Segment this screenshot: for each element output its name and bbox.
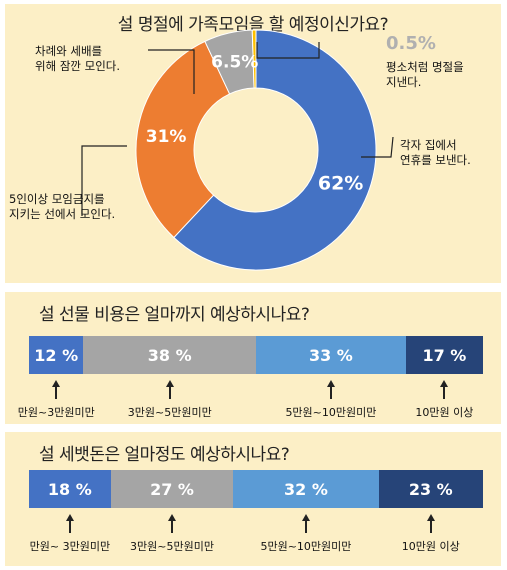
label-line: 연휴를 보낸다. [400, 153, 471, 167]
bar-category-label: 3만원~5만원미만 [130, 540, 214, 553]
label-line: 각자 집에서 [400, 138, 457, 152]
bar-category-label: 10만원 이상 [401, 540, 460, 553]
donut-value-label: 62% [318, 172, 363, 194]
gift-cost-panel: 설 선물 비용은 얼마까지 예상하시나요? 12 % 38 % 33 % 17 % 만… [5, 292, 501, 424]
bar-category-label: 3만원~5만원미만 [127, 406, 212, 419]
label-line: 5인이상 모임금지를 [9, 192, 105, 206]
donut-panel: 설 명절에 가족모임을 할 예정이신가요? 62% 31% 6.5% 차례와 세배를… [5, 4, 501, 283]
donut-value-label: 31% [146, 127, 187, 147]
bar-category-label: 5만원~10만원미만 [260, 540, 352, 553]
donut-slice [251, 29, 257, 89]
label-line: 차례와 세배를 [35, 44, 103, 58]
label-line: 지낸다. [386, 75, 422, 89]
label-line: 지키는 선에서 모인다. [9, 207, 116, 221]
allowance-panel: 설 세뱃돈은 얼마정도 예상하시나요? 18 % 27 % 32 % 23 % 만원~… [5, 432, 501, 566]
label-line: 평소처럼 명절을 [386, 60, 464, 74]
gift-cost-title: 설 선물 비용은 얼마까지 예상하시나요? [39, 305, 310, 325]
donut-label-small-gathering: 5인이상 모임금지를 지키는 선에서 모인다. [9, 192, 115, 222]
allowance-title: 설 세뱃돈은 얼마정도 예상하시나요? [39, 445, 290, 465]
bar-category-label: 10만원 이상 [415, 406, 474, 419]
bar-segment: 38 % [83, 336, 256, 374]
bar-segment: 17 % [405, 336, 483, 374]
bar-category-label: 만원~3만원미만 [17, 406, 95, 419]
bar-segment: 27 % [110, 470, 234, 508]
bar-segment: 33 % [256, 336, 406, 374]
donut-label-brief-gathering: 차례와 세배를 위해 잠깐 모인다. [35, 44, 120, 74]
donut-small-value-label: 0.5% [386, 33, 436, 54]
bar-segment: 12 % [29, 336, 84, 374]
bar-category-label: 만원~ 3만원미만 [29, 540, 111, 553]
donut-label-as-usual: 평소처럼 명절을 지낸다. [386, 60, 464, 90]
donut-value-label: 6.5% [211, 53, 258, 73]
allowance-stacked-bar: 18 % 27 % 32 % 23 % [29, 470, 483, 508]
label-line: 위해 잠깐 모인다. [35, 59, 121, 73]
donut-title: 설 명절에 가족모임을 할 예정이신가요? [117, 15, 389, 35]
bar-category-label: 5만원~10만원미만 [285, 406, 377, 419]
bar-segment: 23 % [378, 470, 483, 508]
donut-label-stay-home: 각자 집에서 연휴를 보낸다. [400, 138, 471, 168]
donut-chart: 62% 31% 6.5% [81, 29, 394, 271]
bar-segment: 18 % [29, 470, 111, 508]
gift-cost-stacked-bar: 12 % 38 % 33 % 17 % [29, 336, 483, 374]
bar-segment: 32 % [233, 470, 379, 508]
donut-slice [173, 29, 377, 271]
donut-slice [135, 40, 231, 239]
